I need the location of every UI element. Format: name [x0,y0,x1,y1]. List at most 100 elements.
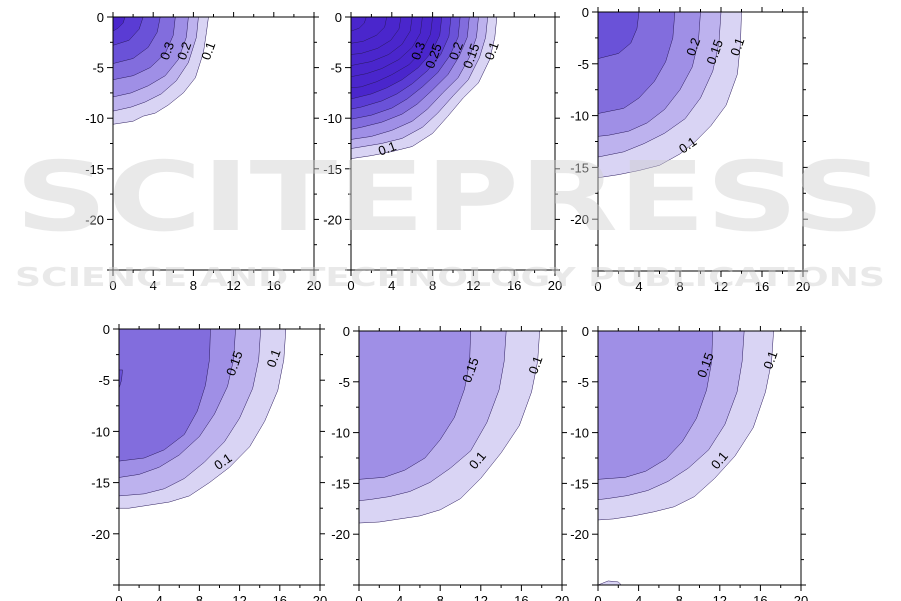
contour-panel-5: 0 4 8 12 16 200-5-10-15-200.15 0.10.1 [331,324,569,601]
contour-fills [119,329,287,509]
y-tick-label: -10 [570,426,589,441]
x-tick-label: 0 [115,593,122,601]
contour-fills [113,17,209,125]
x-tick-label: 8 [429,278,436,293]
x-tick-label: 4 [156,593,163,601]
x-tick-label: 12 [713,593,727,601]
x-tick-label: 4 [635,279,642,294]
watermark-brand: SCITEPRESS [15,141,885,253]
contour-level-0-2 [598,331,713,480]
x-tick-label: 8 [437,593,444,601]
y-tick-label: -5 [338,375,350,390]
contour-label: 0.2 [446,40,466,62]
contour-fills [598,12,742,179]
contour-label: 0.3 [157,40,177,62]
x-tick-label: 0 [594,279,601,294]
contour-panel-1: 0 4 8 12 16 20 0 -5 -10 -15 -20 0.30.2 0.1 [85,10,321,293]
x-tick-label: 0 [355,593,362,601]
contour-blob [598,580,622,585]
x-tick-label: 20 [548,278,562,293]
y-tick-label: -15 [570,160,589,175]
x-tick-label: 20 [796,279,810,294]
y-tick-label: -20 [570,527,589,542]
contour-panel-4: 0 4 8 12 16 200-5-10-15-200.15 0.10.1 [91,322,327,601]
y-tick-label: -5 [577,375,589,390]
x-tick-label: 4 [388,278,395,293]
x-tick-label: 0 [109,278,116,293]
y-tick-label: -5 [92,61,104,76]
x-tick-label: 8 [196,593,203,601]
contour-label: 0.1 [481,40,501,62]
contour-label: 0.3 [408,40,428,62]
x-tick-label: 4 [150,278,157,293]
contour-label: 0.1 [376,138,398,158]
contour-fills [351,17,498,159]
contour-label: 0.1 [263,347,283,369]
watermark: SCITEPRESS SCIENCE AND TECHNOLOGY PUBLIC… [15,141,885,293]
x-tick-label: 12 [474,593,488,601]
contour-panel-6: 0 4 8 12 16 200-5-10-15-200.15 0.10.1 [570,324,808,601]
x-tick-label: 0 [347,278,354,293]
watermark-tagline: SCIENCE AND TECHNOLOGY PUBLICATIONS [15,263,885,293]
x-tick-label: 20 [555,593,569,601]
x-tick-label: 16 [507,278,521,293]
y-tick-label: -10 [323,111,342,126]
x-tick-label: 12 [226,278,240,293]
x-tick-label: 12 [466,278,480,293]
x-tick-label: 16 [753,593,767,601]
y-tick-label: -20 [331,527,350,542]
y-tick-label: -15 [85,162,104,177]
x-tick-label: 16 [514,593,528,601]
contour-label: 0.1 [760,349,780,371]
y-tick-label: -5 [330,61,342,76]
y-tick-label: -20 [323,212,342,227]
y-tick-label: 0 [97,10,104,25]
x-tick-label: 16 [273,593,287,601]
panel-group: 0 4 8 12 16 200-5-10-15-200.30.2 0.10 4 8 12 16 200… [85,5,810,601]
y-tick-label: -10 [91,424,110,439]
y-tick-label: -15 [331,476,350,491]
x-tick-label: 4 [396,593,403,601]
contour-fills [598,331,774,585]
y-tick-label: 0 [582,5,589,20]
contour-level-0-25 [119,329,211,462]
contour-level-0-34 [351,17,367,32]
y-tick-label: 0 [343,324,350,339]
x-tick-label: 8 [676,593,683,601]
x-tick-label: 4 [635,593,642,601]
contour-label: 0.2 [683,36,703,58]
y-tick-label: -15 [570,476,589,491]
y-tick-label: -15 [323,162,342,177]
y-tick-label: -10 [85,111,104,126]
y-tick-label: 0 [582,324,589,339]
contour-label: 0.1 [198,40,218,62]
y-tick-label: -10 [570,109,589,124]
x-tick-label: 16 [755,279,769,294]
y-tick-label: -5 [577,57,589,72]
contour-fills [359,331,540,524]
x-tick-label: 0 [594,593,601,601]
contour-level-0-4 [113,17,126,32]
y-tick-label: -20 [570,212,589,227]
x-tick-label: 8 [190,278,197,293]
contour-label: 0.2 [174,40,194,62]
y-tick-label: 0 [103,322,110,337]
y-tick-label: -10 [331,426,350,441]
x-tick-label: 8 [676,279,683,294]
x-tick-label: 12 [232,593,246,601]
contour-label: 0.1 [727,36,747,58]
x-tick-label: 20 [313,593,327,601]
x-tick-label: 20 [307,278,321,293]
contour-panel-2: 0 4 8 12 16 200-5-10-15-200.30.25 0.20.150.10.… [323,10,562,293]
y-tick-label: -5 [98,373,110,388]
contour-label: 0.1 [525,354,545,376]
y-tick-label: 0 [335,10,342,25]
y-tick-label: -20 [91,527,110,542]
x-tick-label: 20 [794,593,808,601]
contour-level-0-3 [598,12,640,59]
x-tick-label: 12 [714,279,728,294]
y-tick-label: -15 [91,476,110,491]
contour-panel-3: 0 4 8 12 16 200-5-10-15-200.2 0.15 0.10.1 [570,5,810,294]
contour-level-0-2 [359,331,471,480]
